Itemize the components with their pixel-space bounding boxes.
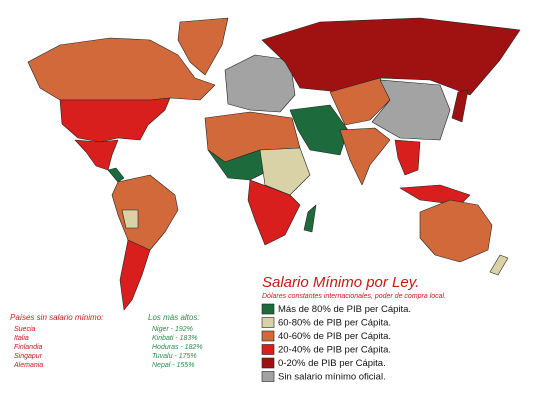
legend-label: 20-40% de PIB per Cápita. bbox=[278, 345, 391, 356]
central-america bbox=[107, 167, 125, 183]
legend-label: Sin salario mínimo oficial. bbox=[278, 372, 386, 383]
highest-item: Nepal - 155% bbox=[152, 362, 194, 369]
central-africa bbox=[259, 147, 311, 196]
europe bbox=[224, 54, 296, 113]
title: Salario Mínimo por Ley. bbox=[262, 274, 419, 291]
legend-label: Más de 80% de PIB per Cápita. bbox=[278, 304, 411, 315]
legend-swatch bbox=[261, 303, 275, 315]
no-minimum-item: Suecia bbox=[14, 326, 36, 333]
greenland bbox=[177, 17, 229, 76]
highest-title: Los más altos: bbox=[148, 313, 200, 322]
legend-swatch bbox=[261, 317, 275, 328]
southeast-asia bbox=[394, 139, 421, 176]
japan bbox=[451, 89, 469, 123]
highest-item: Niger - 192% bbox=[152, 326, 193, 333]
highest-list: Niger - 192% Kiribati - 183% Hoduras - 182… bbox=[152, 326, 203, 369]
highest-item: Hoduras - 182% bbox=[152, 344, 203, 351]
no-minimum-item: Italia bbox=[14, 335, 29, 342]
indonesia bbox=[399, 184, 471, 206]
china bbox=[371, 79, 451, 141]
mexico bbox=[74, 139, 119, 171]
usa bbox=[59, 97, 171, 143]
legend: Más de 80% de PIB per Cápita. 60-80% de P… bbox=[261, 303, 411, 383]
bolivia bbox=[121, 209, 139, 229]
legend-label: 0-20% de PIB per Cápita. bbox=[278, 358, 386, 369]
legend-swatch bbox=[261, 357, 275, 369]
australia bbox=[419, 199, 493, 263]
legend-label: 60-80% de PIB per Cápita. bbox=[278, 318, 391, 329]
legend-swatch bbox=[261, 371, 275, 382]
highest-item: Tuvalu - 175% bbox=[152, 353, 197, 360]
no-minimum-item: Finlandia bbox=[14, 344, 43, 351]
madagascar bbox=[303, 204, 317, 233]
central-asia bbox=[329, 77, 391, 126]
no-minimum-list: Suecia Italia Finlandia Singapur Alemania bbox=[13, 326, 43, 369]
highest-item: Kiribati - 183% bbox=[152, 335, 198, 342]
legend-swatch bbox=[261, 344, 275, 355]
legend-swatch bbox=[261, 330, 275, 342]
argentina bbox=[119, 239, 151, 311]
india bbox=[339, 127, 391, 186]
russia bbox=[261, 17, 521, 96]
middle-east bbox=[289, 104, 349, 156]
subtitle: Dólares constantes internacionales, pode… bbox=[262, 293, 446, 300]
no-minimum-title: Países sin salario mínimo: bbox=[10, 313, 103, 322]
no-minimum-item: Alemania bbox=[13, 362, 43, 369]
no-minimum-item: Singapur bbox=[14, 353, 43, 360]
world-map bbox=[27, 17, 521, 311]
southern-africa bbox=[247, 179, 301, 246]
legend-label: 40-60% de PIB per Cápita. bbox=[278, 331, 391, 342]
new-zealand bbox=[489, 254, 509, 276]
